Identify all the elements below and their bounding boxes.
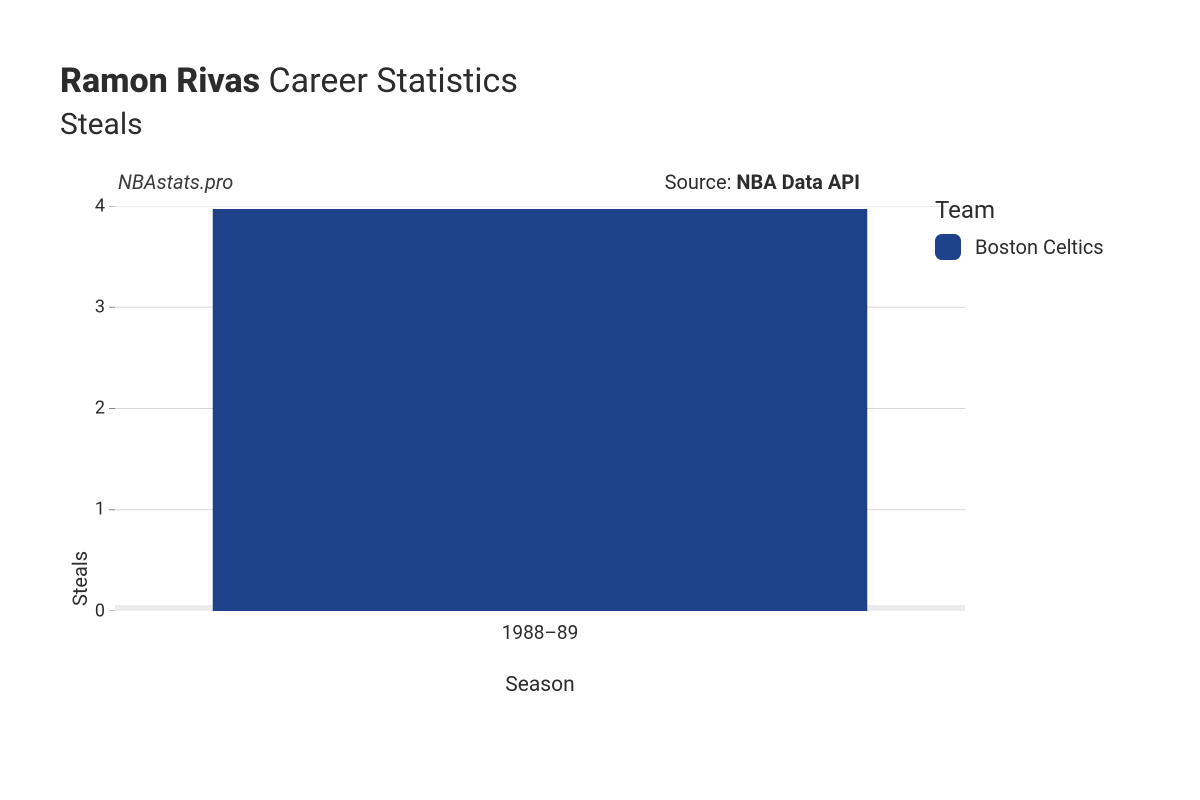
- y-tick-label: 0: [75, 600, 105, 621]
- legend-title: Team: [935, 196, 1104, 224]
- watermark-text: NBAstats.pro: [118, 170, 233, 194]
- chart-title: Ramon Rivas Career Statistics: [60, 60, 1160, 103]
- chart-container: Ramon Rivas Career Statistics Steals NBA…: [0, 0, 1200, 800]
- plot-region: Steals 012341988–89Season: [60, 206, 1160, 697]
- y-tick-label: 3: [75, 296, 105, 317]
- source-attribution: Source: NBA Data API: [665, 170, 860, 194]
- plot-svg: [60, 206, 965, 611]
- x-tick-row: 1988–89: [60, 621, 965, 649]
- legend-item-label: Boston Celtics: [975, 235, 1104, 259]
- source-name: NBA Data API: [736, 170, 860, 194]
- x-axis-title: Season: [115, 673, 965, 697]
- chart-subtitle: Steals: [60, 107, 1160, 142]
- legend: Team Boston Celtics: [935, 196, 1104, 260]
- legend-item: Boston Celtics: [935, 234, 1104, 260]
- y-tick-label: 4: [75, 195, 105, 216]
- title-suffix: Career Statistics: [269, 61, 518, 101]
- plot-svg-wrap: 01234: [60, 206, 965, 611]
- title-player-name: Ramon Rivas: [60, 61, 260, 101]
- x-tick-label: 1988–89: [460, 621, 620, 644]
- source-prefix: Source:: [665, 170, 737, 194]
- meta-row: NBAstats.pro Source: NBA Data API: [60, 170, 1160, 200]
- y-tick-label: 1: [75, 499, 105, 520]
- legend-swatch: [935, 234, 961, 260]
- bar: [213, 209, 868, 611]
- y-tick-label: 2: [75, 398, 105, 419]
